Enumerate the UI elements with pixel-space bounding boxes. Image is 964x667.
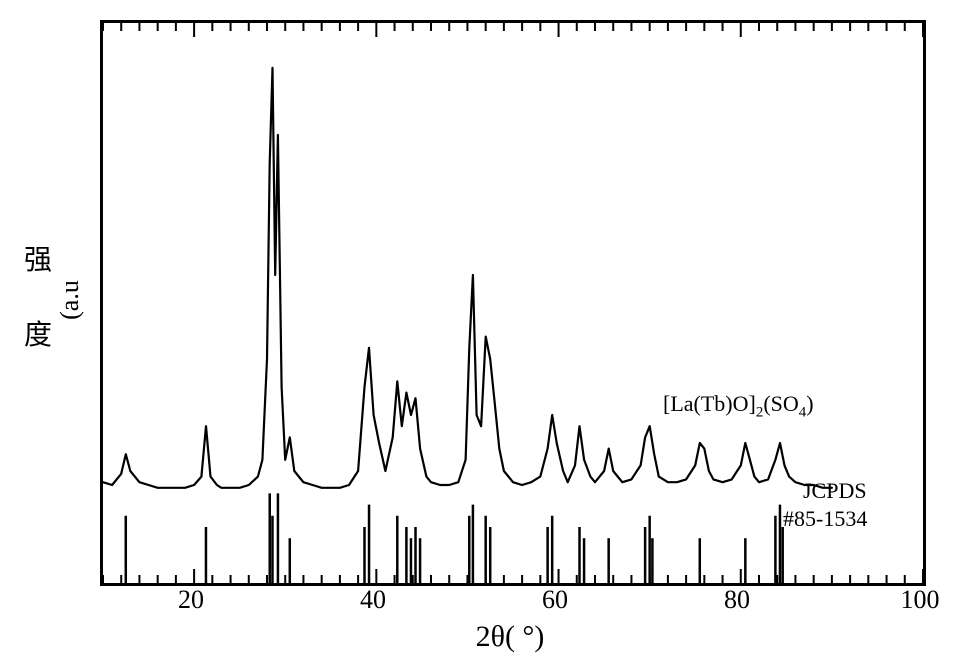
x-tick-60: 60 [542,585,568,615]
x-tick-80: 80 [724,585,750,615]
y-axis-label-cn: 强 度 [15,245,55,356]
x-tick-20: 20 [178,585,204,615]
chart-svg [103,23,923,583]
x-axis-label: 2θ( °) [476,620,545,654]
x-tick-100: 100 [901,585,940,615]
chart-plot-area: [La(Tb)O]2(SO4) JCPDS #85-1534 [100,20,926,586]
y-axis-unit: (a.u [55,280,85,320]
x-tick-40: 40 [360,585,386,615]
